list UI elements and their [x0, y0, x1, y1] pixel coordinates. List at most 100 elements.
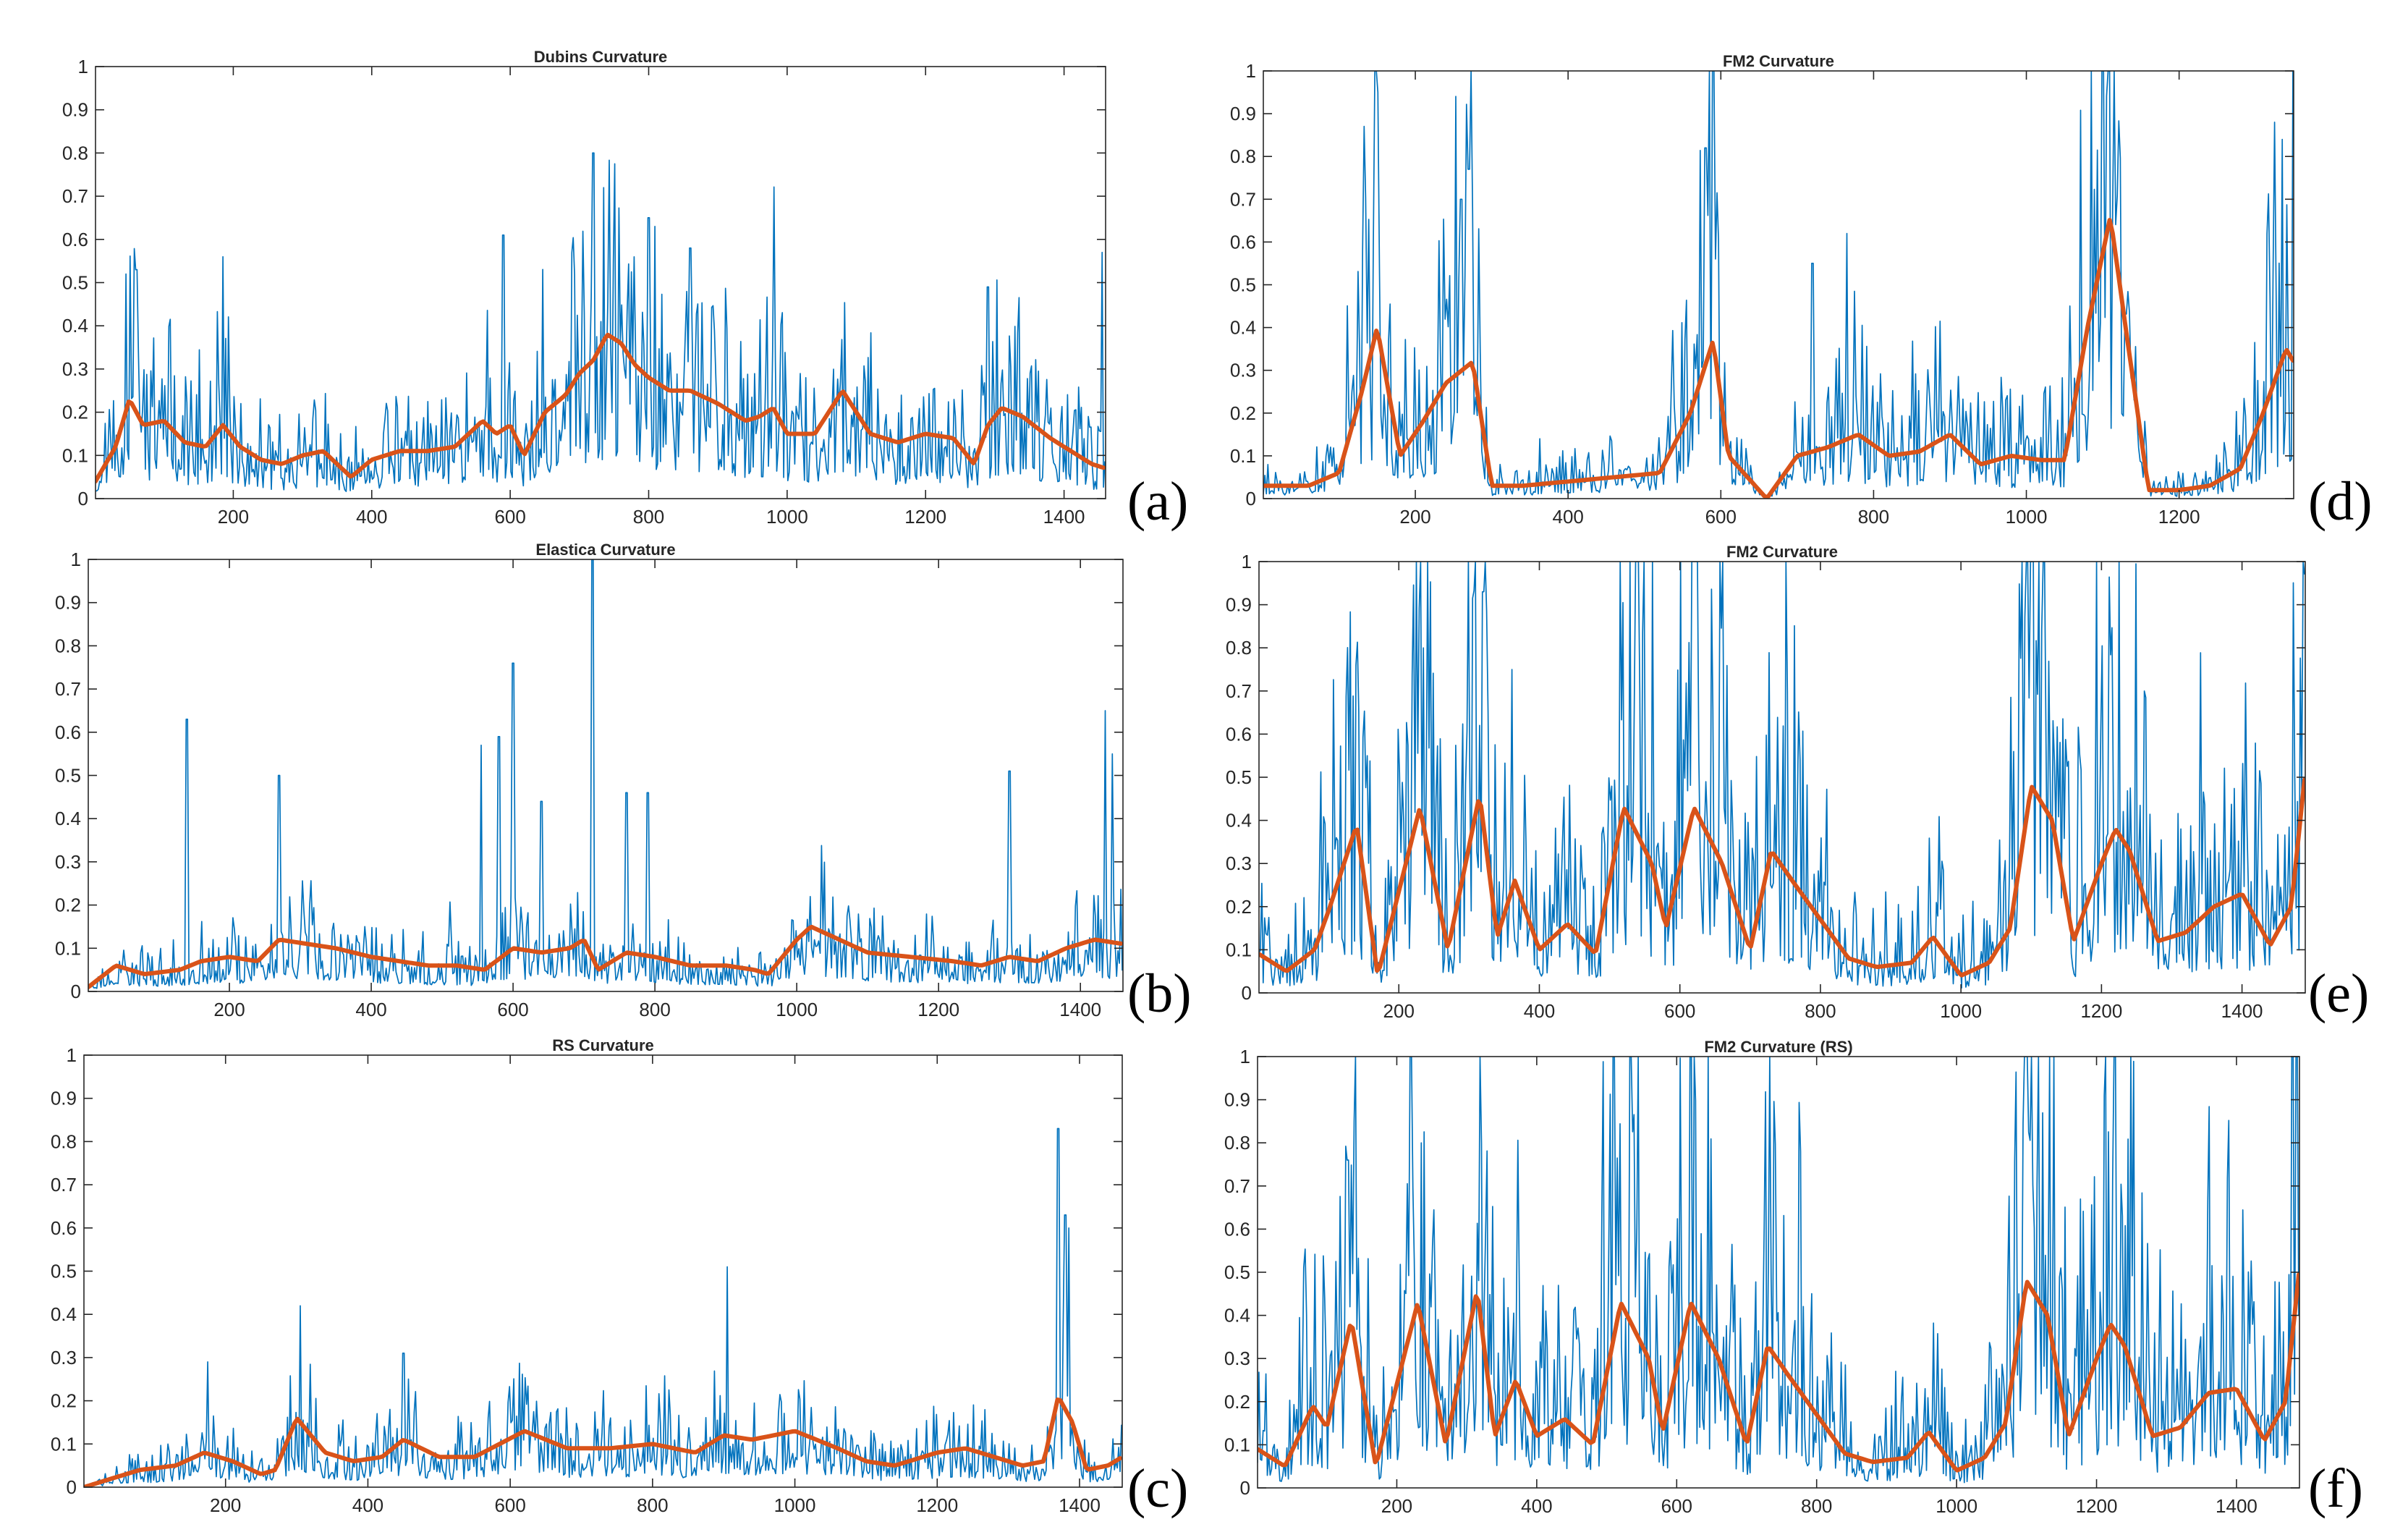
x-tick-label: 600: [1664, 1000, 1695, 1022]
y-tick-label: 0.9: [62, 99, 88, 121]
y-tick-label: 0: [1242, 982, 1252, 1004]
x-tick-label: 800: [1805, 1000, 1836, 1022]
y-tick-label: 0.7: [1224, 1175, 1250, 1197]
chart-title: FM2 Curvature: [1723, 52, 1834, 70]
x-tick-label: 1400: [2221, 1000, 2263, 1022]
y-tick-label: 0.5: [51, 1261, 77, 1282]
y-tick-label: 0.9: [51, 1088, 77, 1109]
y-tick-label: 0.8: [1226, 637, 1252, 659]
x-tick-label: 1400: [2216, 1495, 2258, 1517]
y-tick-label: 0.1: [1226, 939, 1252, 960]
y-tick-label: 0.8: [55, 635, 81, 656]
y-tick-label: 0.6: [55, 722, 81, 743]
y-tick-label: 0.3: [1224, 1348, 1250, 1369]
y-tick-label: 0.2: [62, 402, 88, 423]
y-tick-label: 1: [1246, 60, 1256, 82]
x-tick-label: 600: [494, 506, 525, 528]
y-tick-label: 0.6: [1230, 231, 1256, 253]
raw-curvature-line: [1258, 1057, 2299, 1484]
y-tick-label: 0.2: [1230, 402, 1256, 424]
y-tick-label: 0.8: [62, 142, 88, 164]
smoothed-curvature-line: [1258, 1272, 2299, 1473]
raw-curvature-line: [96, 152, 1106, 492]
x-tick-label: 600: [1661, 1495, 1692, 1517]
x-tick-label: 600: [1705, 506, 1737, 528]
x-tick-label: 200: [210, 1494, 241, 1516]
y-tick-label: 0.5: [62, 272, 88, 294]
y-tick-label: 0.1: [1224, 1434, 1250, 1455]
y-tick-label: 0.1: [51, 1433, 77, 1455]
y-tick-label: 0.4: [51, 1303, 77, 1325]
x-tick-label: 800: [1858, 506, 1889, 528]
panel-label: (f): [2308, 1458, 2363, 1519]
y-tick-label: 0.1: [1230, 445, 1256, 467]
raw-curvature-line: [1263, 71, 2294, 499]
x-tick-label: 1000: [1940, 1000, 1982, 1022]
y-tick-label: 0.3: [55, 851, 81, 873]
y-tick-label: 0.5: [1224, 1261, 1250, 1283]
y-tick-label: 0.8: [1230, 145, 1256, 167]
panel-label: (d): [2308, 471, 2373, 532]
x-tick-label: 1400: [1059, 1494, 1101, 1516]
chart-title: FM2 Curvature (RS): [1704, 1038, 1852, 1056]
y-tick-label: 0: [71, 981, 81, 1002]
smoothed-curvature-line: [1259, 777, 2305, 978]
y-tick-label: 0: [67, 1476, 77, 1498]
y-tick-label: 0.6: [51, 1217, 77, 1239]
x-tick-label: 1400: [1059, 999, 1101, 1020]
y-tick-label: 0.7: [51, 1174, 77, 1196]
x-tick-label: 1200: [2080, 1000, 2122, 1022]
axes-box: [88, 559, 1124, 992]
chart-title: Dubins Curvature: [534, 48, 668, 66]
y-tick-label: 0.9: [55, 592, 81, 614]
y-tick-label: 0.4: [1224, 1305, 1250, 1327]
x-tick-label: 1000: [774, 1494, 816, 1516]
smoothed-curvature-line: [88, 924, 1123, 989]
y-tick-label: 0.2: [55, 894, 81, 916]
y-tick-label: 0.7: [1230, 188, 1256, 210]
y-tick-label: 0.7: [1226, 680, 1252, 702]
y-tick-label: 0.4: [1230, 317, 1256, 339]
x-tick-label: 600: [497, 999, 528, 1020]
x-tick-label: 800: [633, 506, 664, 528]
x-tick-label: 1200: [2158, 506, 2200, 528]
x-tick-label: 400: [356, 506, 387, 528]
x-tick-label: 1200: [917, 999, 959, 1020]
y-tick-label: 0.9: [1230, 103, 1256, 124]
chart-title: FM2 Curvature: [1726, 543, 1838, 561]
y-tick-label: 0.5: [1226, 766, 1252, 788]
x-tick-label: 1000: [2006, 506, 2048, 528]
x-tick-label: 1000: [766, 506, 808, 528]
y-tick-label: 0.4: [55, 808, 81, 829]
y-tick-label: 0.8: [1224, 1132, 1250, 1154]
x-tick-label: 400: [1521, 1495, 1552, 1517]
x-tick-label: 600: [494, 1494, 525, 1516]
y-tick-label: 1: [67, 1044, 77, 1066]
y-tick-label: 1: [78, 56, 88, 77]
y-tick-label: 0: [78, 488, 88, 509]
x-tick-label: 800: [637, 1494, 668, 1516]
chart-title: RS Curvature: [552, 1036, 654, 1054]
y-tick-label: 0.4: [1226, 810, 1252, 832]
y-tick-label: 0.6: [1224, 1218, 1250, 1240]
y-tick-label: 0.7: [55, 678, 81, 700]
panel-label: (b): [1127, 963, 1192, 1024]
y-tick-label: 0.1: [62, 444, 88, 466]
raw-curvature-line: [1259, 562, 2305, 989]
x-tick-label: 400: [352, 1494, 383, 1516]
y-tick-label: 0.7: [62, 185, 88, 207]
x-tick-label: 400: [1524, 1000, 1555, 1022]
y-tick-label: 0.5: [1230, 274, 1256, 296]
x-tick-label: 200: [1399, 506, 1430, 528]
y-tick-label: 0.9: [1224, 1089, 1250, 1111]
panel-label: (e): [2308, 963, 2369, 1024]
y-tick-label: 0.6: [62, 229, 88, 250]
axes-box: [95, 66, 1106, 499]
